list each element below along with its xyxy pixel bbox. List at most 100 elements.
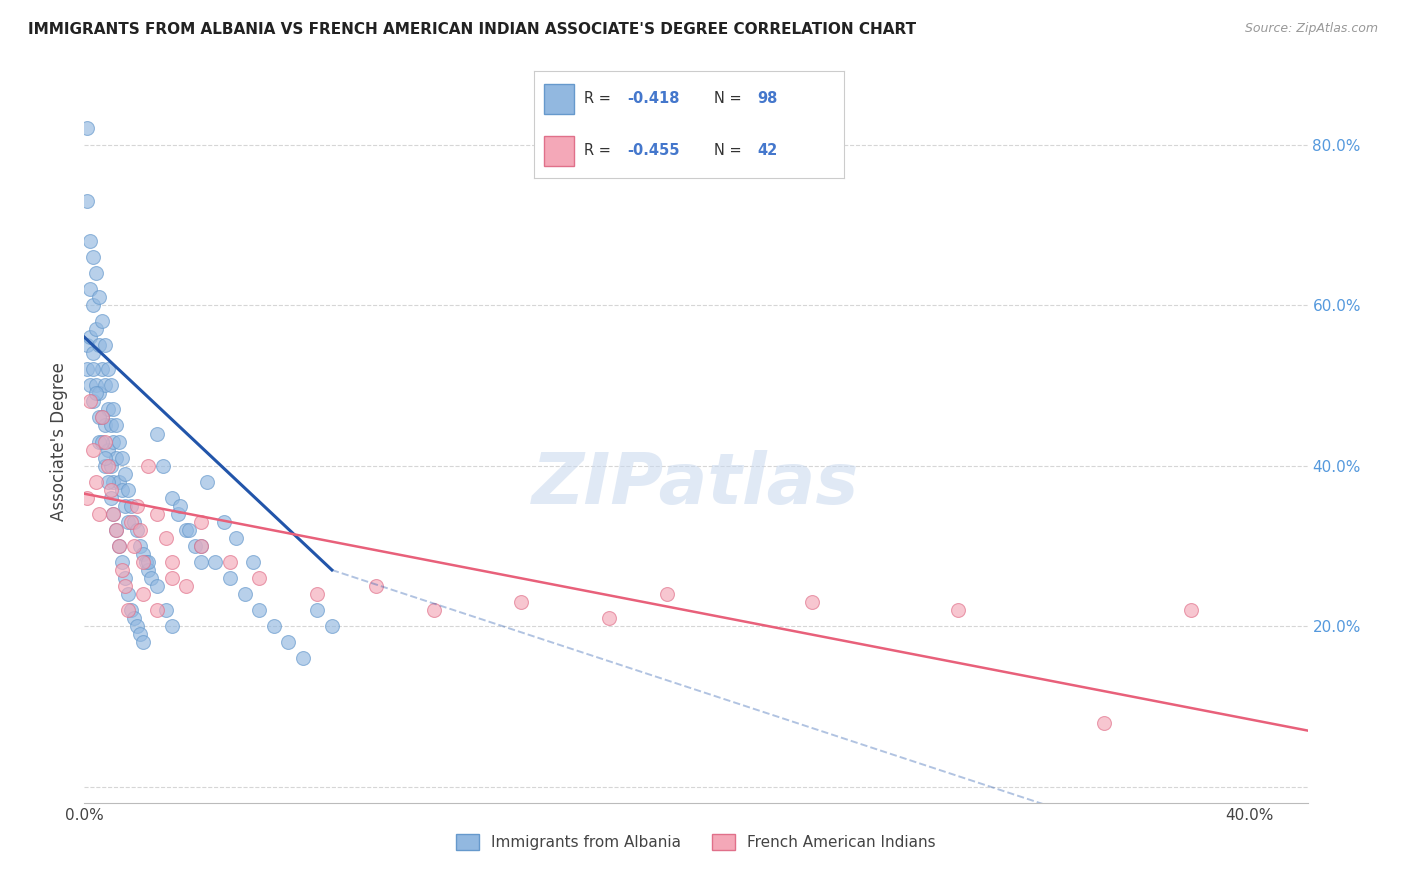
Point: [82, 442, 104, 457]
Point: [117, 603, 139, 617]
Point: [82, 362, 104, 376]
Point: [242, 555, 264, 569]
Point: [100, 483, 122, 497]
Point: [169, 499, 191, 513]
Point: [212, 515, 235, 529]
Point: [103, 402, 125, 417]
Point: [146, 426, 169, 441]
Point: [93, 450, 115, 465]
Point: [120, 499, 142, 513]
Point: [138, 563, 160, 577]
Point: [111, 483, 134, 497]
Point: [291, 651, 314, 665]
Point: [120, 515, 142, 529]
Point: [105, 523, 128, 537]
Point: [225, 531, 247, 545]
Point: [84, 475, 107, 489]
Point: [103, 507, 125, 521]
Point: [122, 611, 145, 625]
Point: [84, 378, 107, 392]
Point: [179, 523, 201, 537]
Point: [801, 595, 824, 609]
Point: [79, 282, 101, 296]
Point: [105, 523, 128, 537]
Point: [141, 571, 163, 585]
Point: [152, 458, 174, 473]
Point: [219, 555, 242, 569]
Point: [131, 547, 153, 561]
Point: [111, 563, 134, 577]
Point: [117, 483, 139, 497]
Point: [263, 619, 285, 633]
Point: [247, 571, 270, 585]
Point: [111, 450, 134, 465]
Point: [204, 555, 226, 569]
Point: [82, 298, 104, 312]
Text: -0.455: -0.455: [627, 143, 679, 158]
Point: [190, 539, 212, 553]
Point: [277, 635, 299, 649]
Point: [138, 458, 160, 473]
FancyBboxPatch shape: [544, 136, 575, 166]
Point: [93, 338, 115, 352]
Point: [125, 523, 148, 537]
Point: [146, 603, 169, 617]
Text: R =: R =: [583, 91, 616, 106]
Point: [103, 507, 125, 521]
Point: [105, 418, 128, 433]
Point: [87, 386, 110, 401]
Point: [84, 386, 107, 401]
Point: [160, 571, 183, 585]
Point: [76, 491, 98, 505]
Text: 42: 42: [756, 143, 778, 158]
Point: [1180, 603, 1202, 617]
Text: N =: N =: [714, 143, 747, 158]
Point: [655, 587, 678, 601]
Point: [423, 603, 446, 617]
Point: [138, 555, 160, 569]
Point: [97, 442, 120, 457]
Point: [128, 539, 150, 553]
Point: [155, 603, 177, 617]
Point: [82, 250, 104, 264]
Point: [108, 539, 131, 553]
FancyBboxPatch shape: [544, 84, 575, 114]
Point: [120, 603, 142, 617]
Point: [108, 475, 131, 489]
Point: [97, 475, 120, 489]
Point: [160, 619, 183, 633]
Point: [97, 362, 120, 376]
Point: [114, 499, 136, 513]
Point: [76, 194, 98, 208]
Point: [87, 507, 110, 521]
Point: [100, 491, 122, 505]
Point: [82, 346, 104, 360]
Point: [76, 362, 98, 376]
Point: [111, 555, 134, 569]
Point: [1092, 715, 1115, 730]
Y-axis label: Associate's Degree: Associate's Degree: [51, 362, 69, 521]
Point: [79, 394, 101, 409]
Point: [90, 410, 112, 425]
Point: [364, 579, 387, 593]
Point: [100, 418, 122, 433]
Point: [87, 434, 110, 449]
Point: [247, 603, 270, 617]
Point: [79, 378, 101, 392]
Point: [131, 587, 153, 601]
Point: [946, 603, 969, 617]
Legend: Immigrants from Albania, French American Indians: Immigrants from Albania, French American…: [450, 829, 942, 856]
Point: [135, 555, 157, 569]
Point: [93, 418, 115, 433]
Point: [128, 523, 150, 537]
Point: [108, 434, 131, 449]
Text: IMMIGRANTS FROM ALBANIA VS FRENCH AMERICAN INDIAN ASSOCIATE'S DEGREE CORRELATION: IMMIGRANTS FROM ALBANIA VS FRENCH AMERIC…: [28, 22, 917, 37]
Point: [79, 330, 101, 344]
Point: [90, 314, 112, 328]
Point: [125, 499, 148, 513]
Point: [321, 619, 343, 633]
Point: [97, 402, 120, 417]
Text: -0.418: -0.418: [627, 91, 679, 106]
Point: [125, 619, 148, 633]
Point: [93, 434, 115, 449]
